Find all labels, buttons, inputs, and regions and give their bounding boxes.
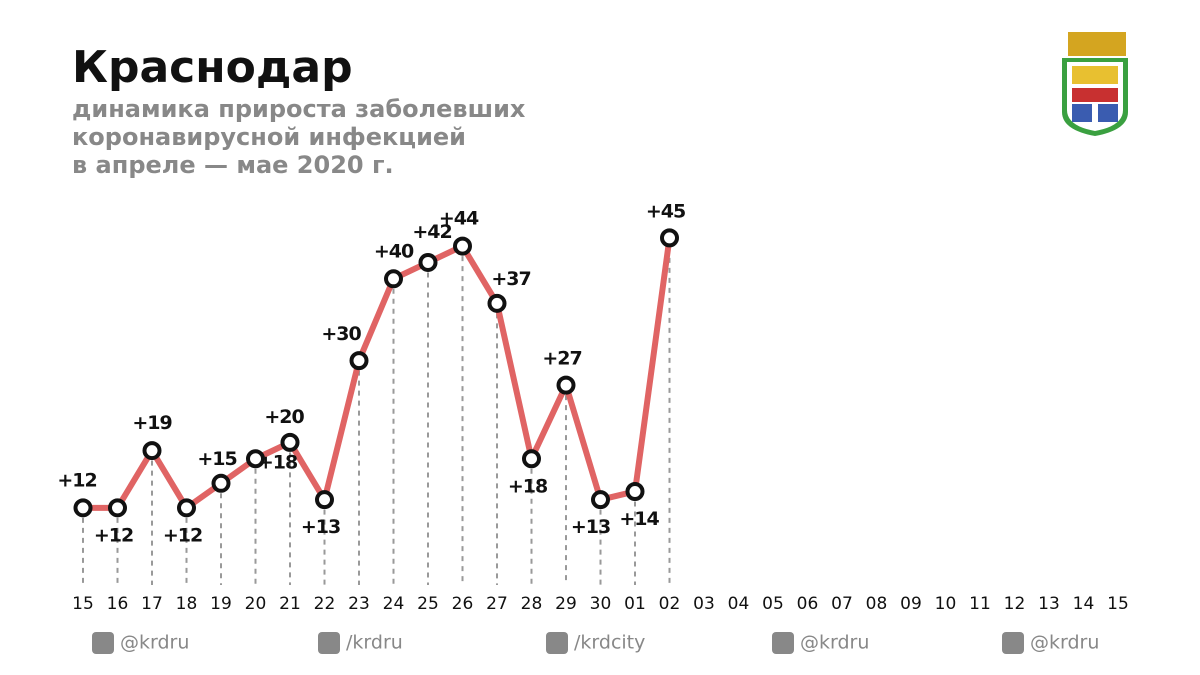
x-tick-label: 01 — [624, 594, 646, 614]
x-tick-label: 04 — [728, 594, 750, 614]
data-label: +15 — [197, 448, 236, 470]
chart-title: Краснодар — [72, 42, 353, 93]
data-label: +12 — [163, 524, 202, 546]
x-tick-label: 06 — [797, 594, 819, 614]
x-tick-label: 07 — [831, 594, 853, 614]
point — [453, 236, 472, 256]
x-tick-label: 03 — [693, 594, 715, 614]
point — [418, 252, 438, 272]
data-label: +27 — [542, 348, 581, 370]
data-label: +19 — [132, 412, 171, 434]
x-tick-label: 16 — [107, 594, 129, 614]
point — [280, 432, 300, 452]
x-tick-label: 17 — [141, 594, 163, 614]
data-label: +42 — [412, 221, 451, 243]
x-tick-label: 27 — [486, 594, 508, 614]
x-tick-label: 20 — [245, 594, 267, 614]
x-tick-label: 09 — [900, 594, 922, 614]
data-label: +40 — [374, 240, 414, 262]
data-label: +14 — [619, 508, 659, 530]
point — [660, 228, 679, 248]
point — [142, 441, 162, 461]
footer-icons — [92, 632, 1024, 654]
point — [556, 375, 576, 395]
point — [487, 293, 507, 313]
point — [315, 490, 334, 510]
x-tick-label: 30 — [590, 594, 612, 614]
x-tick-label: 14 — [1073, 594, 1095, 614]
point — [108, 498, 127, 518]
point — [384, 269, 403, 289]
footer-handle: /krdcity — [574, 632, 645, 654]
x-tick-label: 15 — [1107, 594, 1129, 614]
x-tick-label: 24 — [383, 594, 405, 614]
x-tick-label: 08 — [866, 594, 888, 614]
footer-handle: @krdru — [120, 632, 189, 654]
x-tick-label: 10 — [935, 594, 957, 614]
x-tick-label: 23 — [348, 594, 370, 614]
x-tick-label: 29 — [555, 594, 577, 614]
footer-handle: @krdru — [1030, 632, 1099, 654]
data-label: +13 — [301, 516, 340, 538]
x-tick-label: 28 — [521, 594, 543, 614]
point — [591, 490, 610, 510]
x-tick-label: 18 — [176, 594, 198, 614]
point — [211, 473, 231, 493]
data-label: +44 — [439, 208, 479, 230]
data-label: +18 — [508, 475, 548, 497]
series-line — [83, 237, 673, 511]
x-tick-label: 13 — [1038, 594, 1060, 614]
x-tick-label: 02 — [659, 594, 681, 614]
x-tick-label: 26 — [452, 594, 474, 614]
subtitle: коронавирусной инфекцией — [72, 123, 466, 151]
point — [349, 351, 369, 371]
x-tick-label: 22 — [314, 594, 336, 614]
subtitle: динамика прироста заболевших — [72, 95, 526, 123]
x-tick-label: 11 — [969, 594, 991, 614]
coat-of-arms — [1062, 32, 1128, 136]
data-label: +20 — [264, 406, 304, 428]
point — [73, 498, 93, 518]
footer-handle: /krdru — [346, 632, 403, 654]
x-tick-label: 05 — [762, 594, 784, 614]
x-tick-label: 12 — [1004, 594, 1026, 614]
data-label: +18 — [258, 451, 298, 473]
data-label: +12 — [94, 524, 133, 546]
x-tick-label: 19 — [210, 594, 232, 614]
point — [177, 498, 196, 518]
footer-handle: @krdru — [800, 632, 869, 654]
x-tick-label: 25 — [417, 594, 439, 614]
data-label: +37 — [491, 268, 530, 290]
point — [522, 449, 541, 469]
data-label: +30 — [321, 323, 361, 345]
subtitle: в апреле — мае 2020 г. — [72, 151, 394, 179]
point — [625, 481, 645, 501]
x-tick-label: 21 — [279, 594, 301, 614]
data-label: +13 — [571, 516, 610, 538]
point — [246, 449, 265, 469]
x-tick-label: 15 — [72, 594, 94, 614]
data-label: +45 — [646, 200, 685, 222]
data-label: +12 — [57, 469, 96, 491]
